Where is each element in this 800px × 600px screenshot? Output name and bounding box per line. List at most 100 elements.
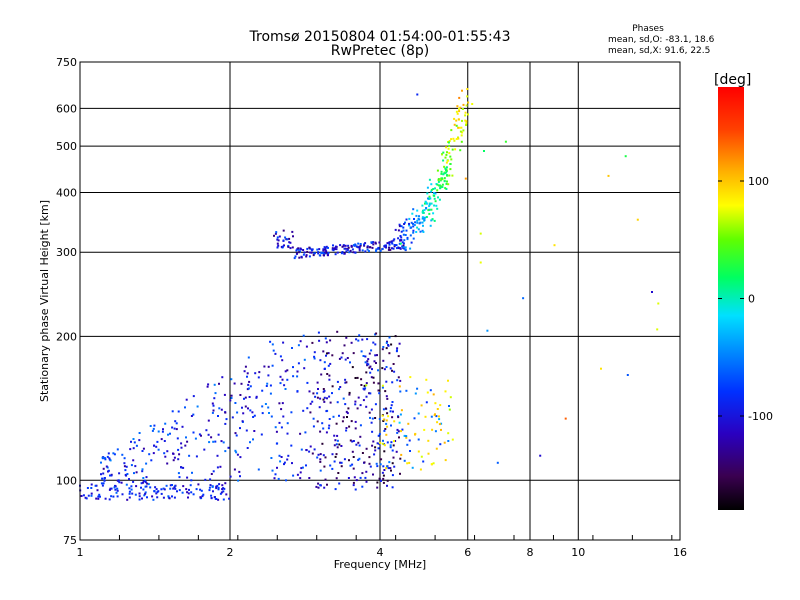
data-point	[283, 244, 285, 247]
data-point	[217, 498, 220, 501]
data-point	[164, 455, 167, 458]
data-point	[381, 442, 384, 445]
data-point	[461, 119, 463, 122]
data-point	[427, 197, 429, 200]
data-point	[366, 364, 369, 367]
data-point	[364, 355, 367, 358]
data-point	[366, 246, 369, 249]
data-point	[449, 396, 452, 399]
data-point	[564, 417, 567, 420]
data-point	[466, 95, 469, 98]
data-point	[303, 251, 306, 254]
data-point	[155, 488, 158, 491]
data-point	[289, 247, 292, 250]
data-point	[282, 415, 285, 418]
data-point	[234, 449, 237, 452]
data-point	[206, 385, 209, 388]
data-point	[178, 489, 181, 492]
data-point	[223, 393, 226, 396]
data-point	[336, 439, 339, 442]
data-point	[189, 484, 192, 487]
data-point	[404, 246, 407, 249]
x-tick-label: 8	[527, 546, 534, 559]
data-point	[323, 486, 326, 489]
data-point	[228, 497, 231, 500]
data-point	[383, 450, 386, 453]
data-point	[225, 493, 228, 496]
data-point	[276, 466, 278, 469]
data-point	[218, 382, 220, 385]
data-point	[440, 428, 442, 431]
data-point	[82, 494, 85, 497]
data-point	[185, 488, 188, 491]
data-point	[90, 487, 93, 489]
data-point	[308, 477, 311, 479]
data-point	[454, 148, 457, 151]
data-point	[144, 479, 146, 482]
data-point	[152, 452, 155, 455]
data-point	[171, 426, 174, 429]
data-point	[328, 395, 331, 398]
data-point	[399, 472, 401, 475]
data-point	[389, 367, 392, 370]
data-point	[221, 484, 224, 487]
data-point	[382, 408, 385, 411]
data-point	[112, 495, 115, 498]
data-point	[205, 429, 208, 432]
data-point	[312, 392, 315, 395]
data-point	[385, 467, 388, 470]
data-point	[235, 451, 238, 454]
data-point	[325, 245, 328, 248]
data-point	[400, 230, 403, 233]
data-point	[455, 110, 458, 113]
data-point	[149, 425, 152, 427]
data-point	[248, 380, 251, 383]
data-point	[309, 402, 312, 405]
data-point	[363, 243, 366, 246]
data-point	[297, 362, 300, 365]
data-point	[458, 107, 460, 110]
data-point	[349, 439, 352, 442]
data-point	[186, 476, 189, 479]
data-point	[430, 202, 433, 205]
data-point	[336, 434, 339, 437]
x-axis-ticks: 1 2 4 6 8 10 16	[77, 535, 687, 559]
data-point	[317, 482, 320, 485]
data-point	[358, 249, 361, 252]
data-point	[138, 492, 141, 495]
data-point	[320, 252, 323, 255]
data-point	[327, 427, 330, 430]
data-point	[453, 117, 456, 120]
data-point	[120, 481, 123, 484]
data-point	[460, 134, 463, 137]
data-point	[155, 445, 158, 448]
data-point	[433, 197, 436, 200]
data-point	[188, 488, 190, 491]
data-point	[348, 425, 351, 428]
data-point	[369, 371, 372, 374]
data-point	[409, 226, 412, 229]
data-point	[270, 415, 273, 418]
data-point	[335, 477, 338, 480]
data-point	[421, 204, 424, 207]
data-point	[460, 140, 463, 143]
data-point	[197, 483, 200, 486]
data-point	[190, 415, 193, 417]
data-point	[85, 497, 88, 500]
data-point	[162, 487, 165, 490]
data-point	[324, 251, 327, 254]
data-point	[157, 430, 160, 433]
data-point	[109, 474, 111, 477]
data-point	[117, 479, 120, 482]
data-point	[322, 252, 325, 254]
data-point	[309, 411, 312, 414]
data-point	[448, 144, 451, 147]
data-point	[443, 172, 446, 175]
data-point	[187, 492, 190, 495]
data-point	[368, 456, 371, 459]
data-point	[216, 466, 219, 469]
data-point	[182, 466, 185, 469]
data-point	[430, 463, 433, 466]
data-point	[423, 209, 426, 212]
data-point	[352, 467, 355, 470]
